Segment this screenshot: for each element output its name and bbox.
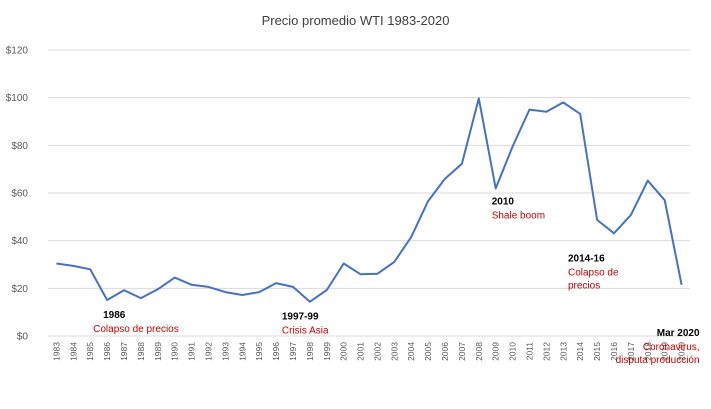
annotation-year: 2014-16 — [568, 253, 605, 264]
x-tick-label: 2012 — [541, 342, 551, 361]
annotation-text: Crisis Asia — [282, 326, 329, 337]
x-tick-label: 2013 — [558, 342, 568, 361]
y-tick-label: $20 — [11, 284, 28, 295]
x-tick-label: 1992 — [204, 342, 214, 361]
x-tick-label: 2007 — [457, 342, 467, 361]
x-tick-label: 1988 — [136, 342, 146, 361]
x-tick-label: 2016 — [609, 342, 619, 361]
x-tick-label: 1998 — [305, 342, 315, 361]
x-tick-label: 2010 — [508, 342, 518, 361]
price-series — [56, 97, 683, 303]
annotation-text: precios — [568, 280, 600, 291]
x-axis-ticks: 1983 1984 1985 1986 1987 1988 1989 1990 1991 1992… — [51, 342, 686, 361]
x-tick-label: 2000 — [339, 342, 349, 361]
x-tick-label: 2020 — [677, 342, 687, 361]
x-tick-label: 1993 — [220, 342, 230, 361]
x-tick-label: 1987 — [119, 342, 129, 361]
x-tick-label: 1985 — [85, 342, 95, 361]
x-tick-label: 2002 — [372, 342, 382, 361]
y-axis-ticks: $0 $20 $40 $60 $80 $100 $120 — [6, 46, 29, 343]
annotation: Mar 2020 Coronavirus, disputa producción — [616, 328, 700, 366]
gridlines — [48, 49, 690, 337]
x-tick-label: 1986 — [102, 342, 112, 361]
x-tick-label: 2011 — [525, 342, 535, 361]
annotation-text: Colapso de precios — [93, 324, 179, 335]
x-tick-label: 2008 — [474, 342, 484, 361]
x-tick-label: 2005 — [423, 342, 433, 361]
x-tick-label: 2019 — [660, 342, 670, 361]
annotation: 2014-16 Colapso de precios — [568, 253, 619, 291]
x-tick-label: 1991 — [187, 342, 197, 361]
x-tick-label: 1984 — [68, 342, 78, 361]
y-tick-label: $80 — [11, 141, 28, 152]
annotation-year: 1997-99 — [282, 312, 319, 323]
y-tick-label: $40 — [11, 236, 28, 247]
y-tick-label: $100 — [6, 93, 29, 104]
y-tick-label: $120 — [6, 46, 29, 57]
annotations: 1986 Colapso de precios 1997-99 Crisis Asia… — [93, 196, 700, 365]
x-tick-label: 2003 — [389, 342, 399, 361]
x-tick-label: 2015 — [592, 342, 602, 361]
x-tick-label: 1996 — [271, 342, 281, 361]
x-tick-label: 1990 — [170, 342, 180, 361]
x-tick-label: 2014 — [575, 342, 585, 361]
annotation: 1997-99 Crisis Asia — [282, 312, 329, 337]
x-tick-label: 1995 — [254, 342, 264, 361]
x-tick-label: 2004 — [406, 342, 416, 361]
x-tick-label: 2017 — [626, 342, 636, 361]
x-tick-label: 1999 — [322, 342, 332, 361]
x-tick-label: 1997 — [288, 342, 298, 361]
y-tick-label: $0 — [17, 332, 29, 343]
annotation-text: Coronavirus, — [643, 342, 700, 353]
annotation-year: Mar 2020 — [657, 328, 700, 339]
annotation-text: Colapso de — [568, 267, 619, 278]
annotation-text: disputa producción — [616, 355, 700, 366]
annotation: 2010 Shale boom — [492, 196, 545, 221]
series-line — [56, 97, 683, 303]
annotation-year: 1986 — [103, 310, 126, 321]
y-tick-label: $60 — [11, 189, 28, 200]
annotation-text: Shale boom — [492, 210, 545, 221]
annotation: 1986 Colapso de precios — [93, 310, 179, 335]
x-tick-label: 2018 — [643, 342, 653, 361]
x-tick-label: 1994 — [237, 342, 247, 361]
chart-title: Precio promedio WTI 1983-2020 — [262, 13, 450, 28]
x-tick-label: 2006 — [440, 342, 450, 361]
x-tick-label: 2001 — [356, 342, 366, 361]
x-tick-label: 1983 — [51, 342, 61, 361]
annotation-year: 2010 — [492, 196, 515, 207]
x-tick-label: 2009 — [491, 342, 501, 361]
x-tick-label: 1989 — [153, 342, 163, 361]
